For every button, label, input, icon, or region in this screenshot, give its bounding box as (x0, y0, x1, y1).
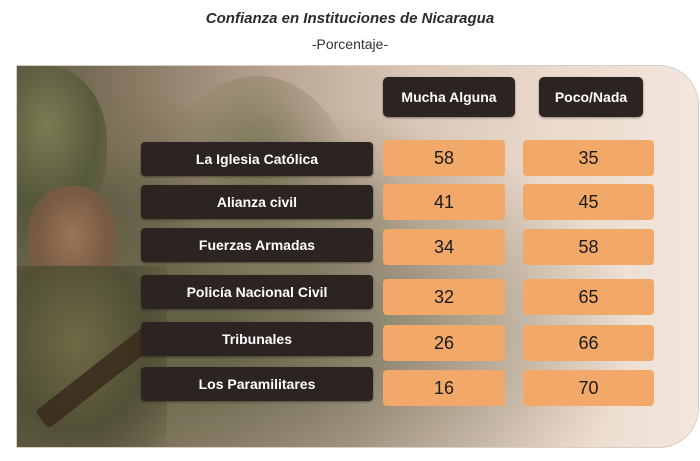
cell-mucha-alguna: 26 (383, 325, 505, 361)
row-label: Fuerzas Armadas (141, 228, 373, 262)
table-panel: Mucha Alguna Poco/Nada La Iglesia Católi… (16, 65, 699, 448)
chart-subtitle: -Porcentaje- (311, 36, 389, 52)
cell-mucha-alguna: 34 (383, 229, 505, 265)
row-label: Los Paramilitares (141, 367, 373, 401)
cell-mucha-alguna: 41 (383, 184, 505, 220)
cell-mucha-alguna: 58 (383, 140, 505, 176)
cell-poco-nada: 66 (523, 325, 654, 361)
cell-poco-nada: 70 (523, 370, 654, 406)
column-header-mucha-alguna: Mucha Alguna (383, 77, 515, 117)
chart-title: Confianza en Instituciones de Nicaragua (205, 10, 495, 27)
row-label: La Iglesia Católica (141, 142, 373, 176)
cell-poco-nada: 35 (523, 140, 654, 176)
cell-poco-nada: 45 (523, 184, 654, 220)
cell-mucha-alguna: 16 (383, 370, 505, 406)
row-label: Alianza civil (141, 185, 373, 219)
row-label: Tribunales (141, 322, 373, 356)
column-header-poco-nada: Poco/Nada (539, 77, 643, 117)
cell-poco-nada: 58 (523, 229, 654, 265)
row-label: Policía Nacional Civil (141, 275, 373, 309)
cell-mucha-alguna: 32 (383, 279, 505, 315)
cell-poco-nada: 65 (523, 279, 654, 315)
